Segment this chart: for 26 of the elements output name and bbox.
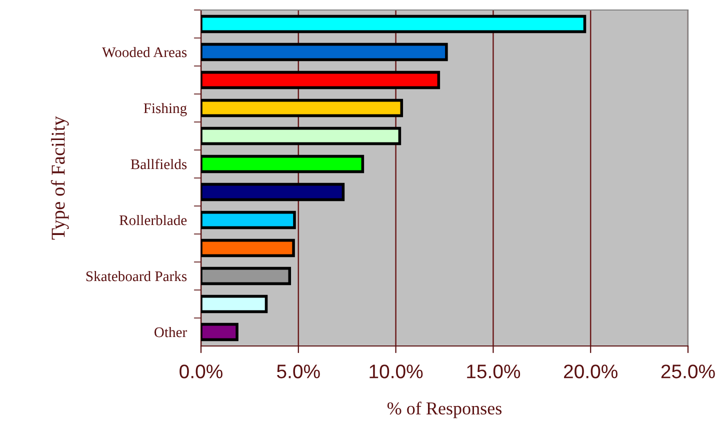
x-tick-label: 25.0%: [661, 364, 715, 378]
bar: [201, 294, 268, 314]
bar: [201, 154, 364, 174]
y-tick-label: Rollerblade: [119, 214, 187, 226]
x-tick-label: 15.0%: [467, 364, 520, 378]
x-tick-label: 10.0%: [370, 364, 423, 378]
x-axis-title: % of Responses: [387, 402, 502, 418]
y-tick-label: Ballfields: [130, 158, 187, 170]
bar: [201, 238, 295, 258]
bar: [201, 322, 238, 342]
y-axis-title: Type of Facility: [50, 116, 69, 240]
bar: [201, 42, 448, 62]
y-tick-label: Fishing: [144, 102, 187, 116]
bar: [201, 182, 345, 202]
bar: [201, 70, 440, 90]
bar: [201, 266, 292, 286]
bar: [201, 126, 402, 146]
y-tick-label: Skateboard Parks: [86, 270, 187, 282]
y-tick-label: Wooded Areas: [102, 46, 187, 58]
x-tick-label: 5.0%: [277, 364, 320, 378]
bar: [201, 98, 404, 118]
bar: [201, 210, 296, 230]
y-tick-label: Other: [154, 326, 187, 338]
x-tick-label: 20.0%: [564, 364, 618, 378]
x-tick-label: 0.0%: [180, 364, 222, 378]
bar: [201, 14, 586, 34]
